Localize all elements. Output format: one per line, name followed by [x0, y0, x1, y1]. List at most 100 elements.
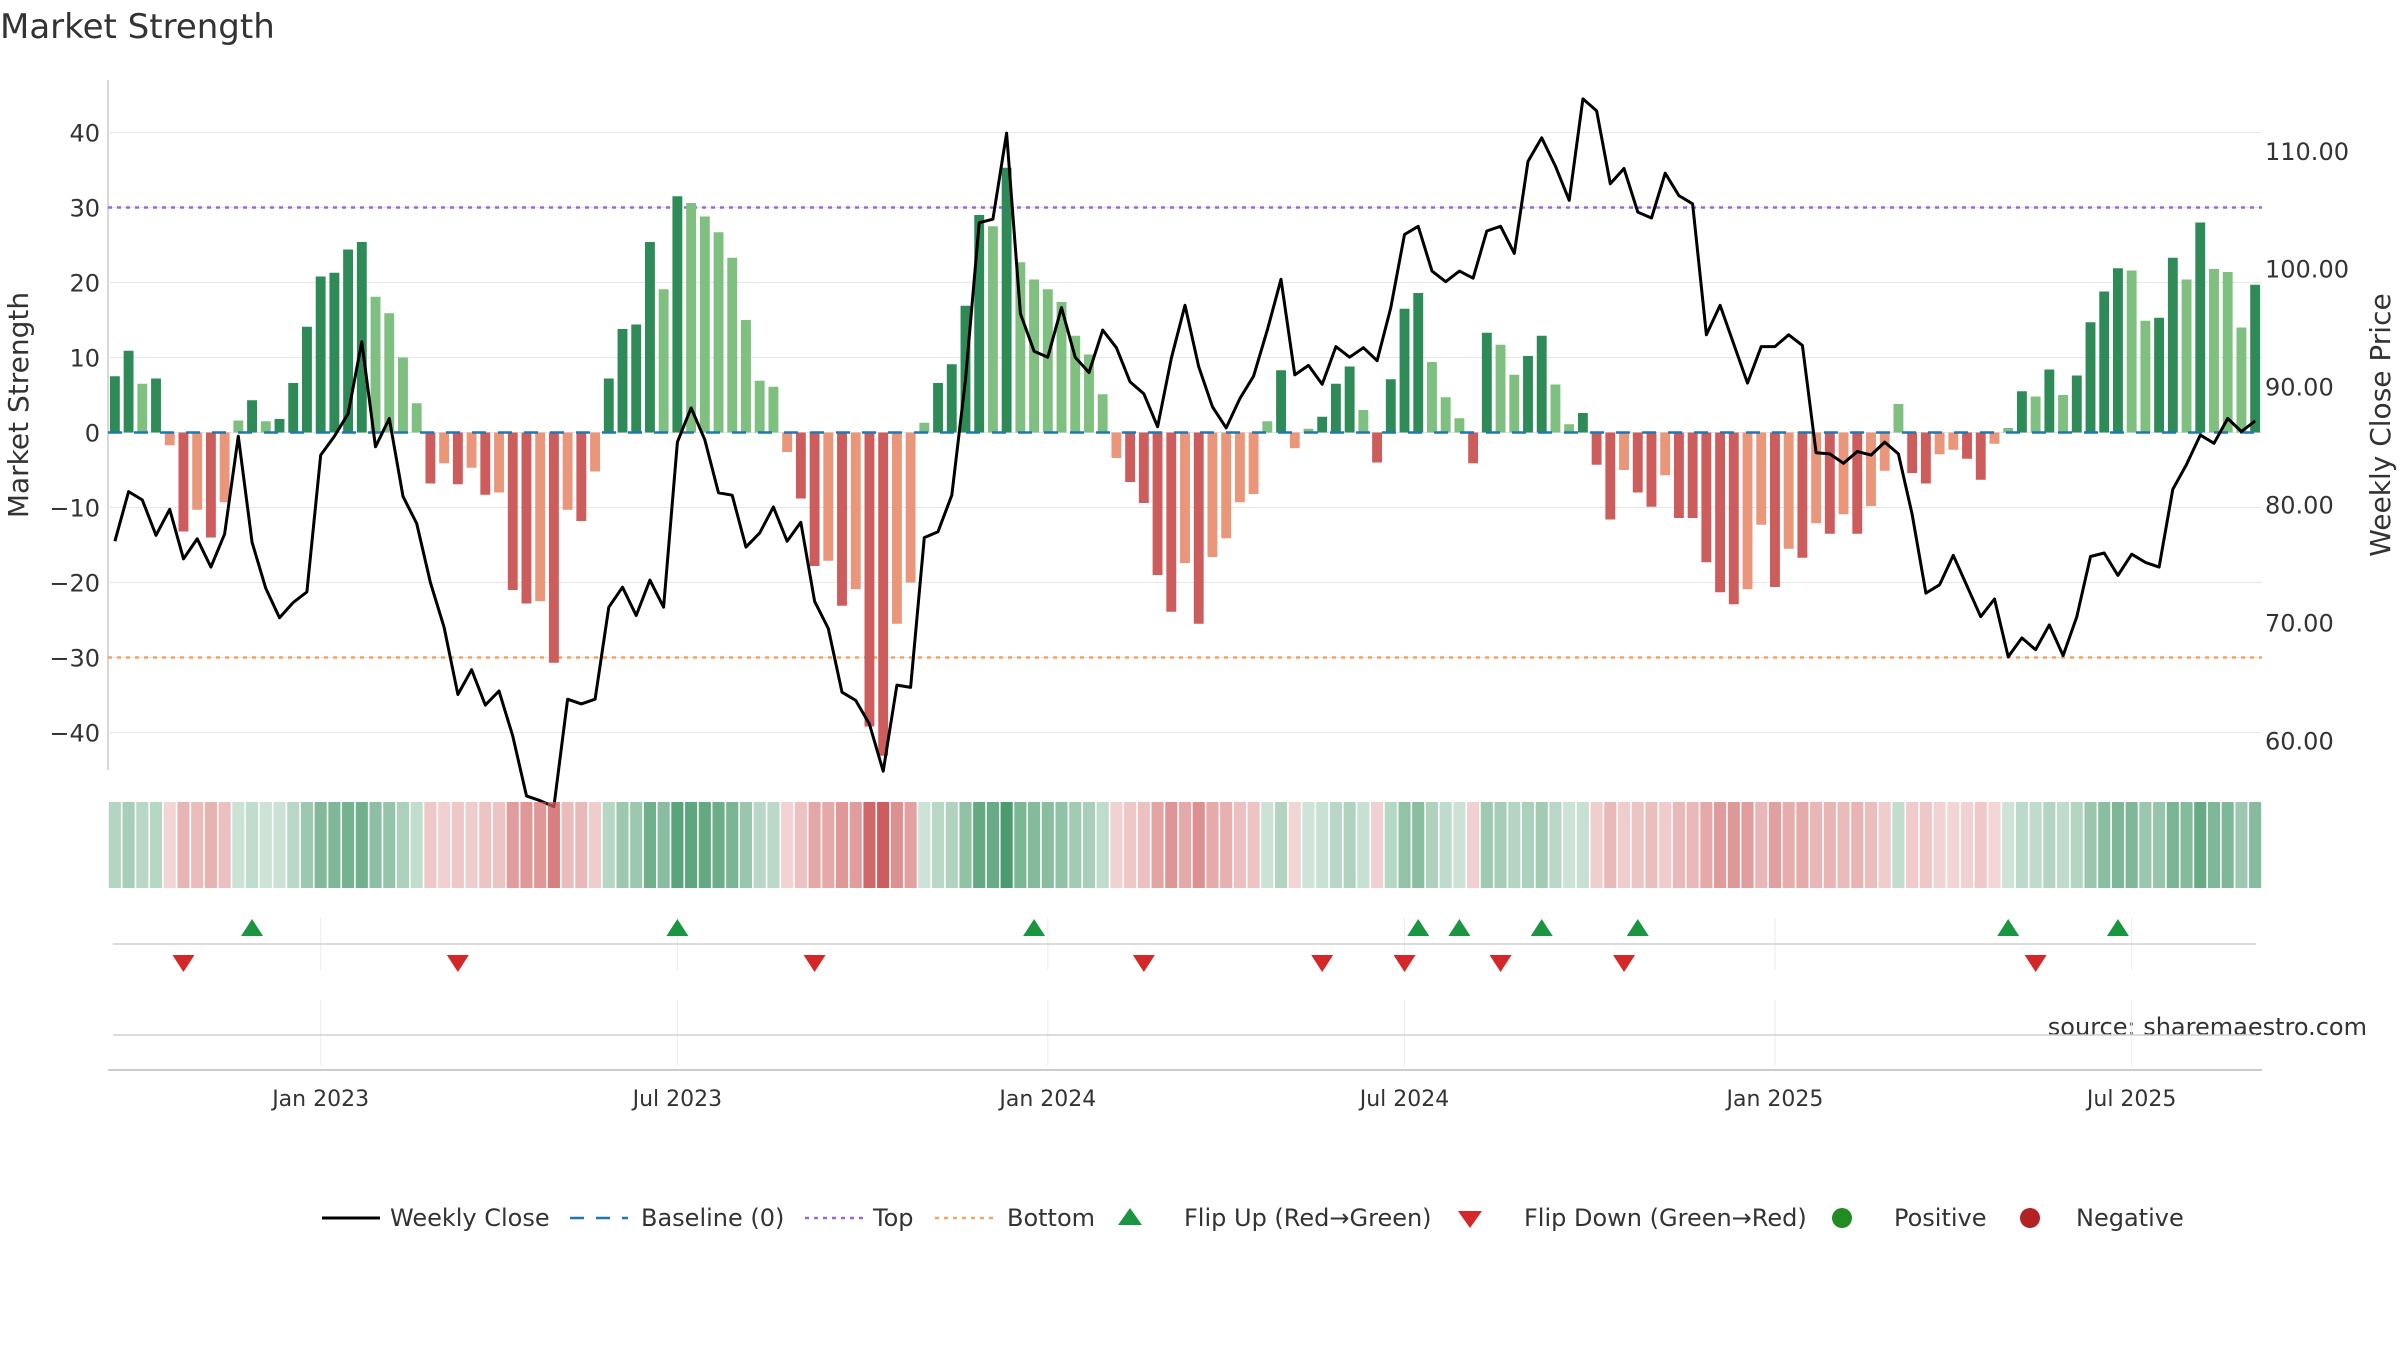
strength-bar [1742, 432, 1753, 590]
strength-bar [1344, 366, 1355, 433]
strength-bar [1125, 432, 1136, 482]
left-tick-label: −40 [49, 720, 100, 748]
heat-cell [2002, 802, 2015, 888]
flip-up-marker [1407, 919, 1430, 936]
strength-bar [151, 378, 161, 433]
heat-cell [904, 802, 917, 888]
heat-cell [1604, 802, 1617, 888]
strength-bar [1276, 370, 1286, 433]
strength-bar [658, 289, 669, 433]
heat-cell [1700, 802, 1713, 888]
heat-cell [1851, 802, 1864, 888]
strength-bar [507, 432, 518, 590]
heat-cell [2111, 802, 2125, 888]
legend-item-top: Top [805, 1204, 914, 1232]
left-tick-label: −30 [49, 645, 100, 673]
flip-up-marker [1997, 919, 2020, 936]
legend-label: Flip Down (Green→Red) [1524, 1204, 1807, 1232]
strength-bar [1673, 432, 1684, 518]
grid [107, 80, 2262, 770]
heat-cell [2015, 802, 2028, 888]
strength-bar [521, 432, 532, 604]
heat-cell [602, 802, 615, 888]
heat-cell [177, 802, 190, 888]
flip-down-marker [1132, 955, 1155, 972]
flip-down-marker [2024, 955, 2047, 972]
flip-up-marker [241, 919, 264, 936]
strength-bar [1605, 432, 1616, 520]
heat-cell [2029, 802, 2042, 888]
strength-bar [1399, 308, 1410, 433]
legend: Weekly Close Baseline (0) Top Bottom Flip Up… [322, 1204, 2184, 1232]
strength-bar [1481, 332, 1492, 433]
x-tick-label: Jan 2025 [1724, 1087, 1823, 1112]
legend-item-flip_down: Flip Down (Green→Red) [1458, 1204, 1807, 1232]
strength-bar [795, 432, 806, 499]
strength-bar [1934, 432, 1945, 455]
heat-cell [1906, 802, 1919, 888]
strength-bar [247, 400, 257, 433]
strength-bar [274, 419, 285, 433]
strength-bar [905, 432, 916, 583]
strength-bar [1536, 335, 1547, 433]
heat-cell [1823, 802, 1836, 888]
strength-bar [562, 432, 573, 510]
strength-bar [425, 432, 436, 484]
strength-bar [1372, 432, 1383, 463]
lower-panel-axes [108, 943, 2262, 1071]
heat-cell [438, 802, 451, 888]
flip-down-marker [446, 955, 469, 972]
heat-cell [1480, 802, 1493, 888]
strength-bar [411, 403, 422, 433]
strength-bar [1893, 404, 1904, 433]
heat-cell [492, 802, 506, 888]
heat-cell [698, 802, 711, 888]
legend-flip-up-icon [1118, 1208, 1142, 1225]
heat-cell [1412, 802, 1425, 888]
x-tick-label: Jan 2023 [270, 1087, 369, 1112]
heat-cell [1686, 802, 1699, 888]
heat-cell [808, 802, 821, 888]
heat-cell [204, 802, 217, 888]
x-tick-label: Jul 2024 [1358, 1087, 1450, 1112]
heat-cell [300, 802, 313, 888]
heat-cell [1192, 802, 1205, 888]
strength-bar [850, 432, 861, 590]
heat-cell [794, 802, 807, 888]
strength-bar [1180, 432, 1190, 563]
strength-bar [1084, 354, 1094, 433]
heat-cell [1247, 802, 1260, 888]
strength-bar [370, 296, 381, 433]
heat-cell [616, 802, 629, 888]
left-tick-label: 20 [69, 270, 100, 298]
heat-cell [1261, 802, 1274, 888]
heat-cell [1041, 802, 1054, 888]
strength-bar [1207, 432, 1218, 557]
strength-bar [987, 226, 998, 433]
heat-cell [1960, 802, 1974, 888]
heat-cell [1576, 802, 1589, 888]
heat-cell [739, 802, 753, 888]
strength-bar [1989, 432, 2000, 444]
strength-bar [1330, 383, 1341, 433]
strength-bar [384, 313, 395, 433]
strength-bar [329, 272, 340, 433]
strength-bar [974, 215, 985, 433]
strength-bar [1495, 344, 1506, 433]
strength-bar [192, 432, 203, 510]
heat-cell [1124, 802, 1137, 888]
heat-cell [108, 802, 121, 888]
strength-bar [2250, 284, 2261, 433]
strength-bar [2030, 396, 2041, 433]
heat-cell [1508, 802, 1521, 888]
strength-bar [1756, 432, 1767, 525]
heat-cell [726, 802, 739, 888]
heat-cell [2235, 802, 2248, 888]
heat-cell [2070, 802, 2083, 888]
heat-cell [1096, 802, 1109, 888]
strength-bar [1920, 432, 1931, 484]
strength-bar [1701, 432, 1712, 563]
legend-item-flip_up: Flip Up (Red→Green) [1118, 1204, 1432, 1232]
right-tick-label: 110.00 [2265, 138, 2349, 166]
strength-bar [2236, 327, 2247, 433]
